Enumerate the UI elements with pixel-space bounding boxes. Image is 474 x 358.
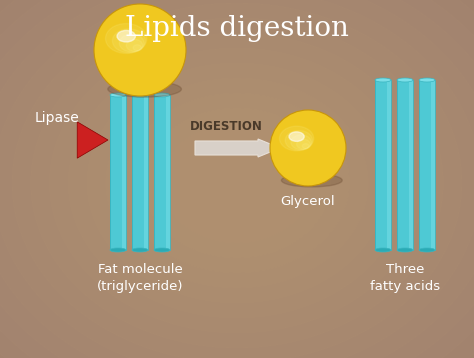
Ellipse shape bbox=[285, 131, 312, 150]
Ellipse shape bbox=[154, 248, 170, 252]
Ellipse shape bbox=[297, 139, 310, 149]
Text: Lipids digestion: Lipids digestion bbox=[125, 15, 349, 42]
Text: DIGESTION: DIGESTION bbox=[190, 120, 263, 132]
Ellipse shape bbox=[110, 93, 126, 97]
Bar bbox=[375, 80, 391, 250]
Bar bbox=[122, 95, 126, 250]
Polygon shape bbox=[77, 122, 108, 158]
Text: Lipase: Lipase bbox=[35, 111, 80, 125]
Ellipse shape bbox=[154, 93, 170, 97]
Ellipse shape bbox=[270, 110, 346, 186]
Ellipse shape bbox=[110, 248, 126, 252]
Ellipse shape bbox=[397, 78, 413, 82]
Ellipse shape bbox=[108, 81, 182, 97]
Ellipse shape bbox=[397, 248, 413, 252]
Bar bbox=[165, 95, 170, 250]
Ellipse shape bbox=[289, 132, 304, 141]
Ellipse shape bbox=[291, 135, 311, 150]
Text: Glycerol: Glycerol bbox=[281, 195, 335, 208]
Ellipse shape bbox=[119, 34, 144, 52]
Ellipse shape bbox=[132, 248, 148, 252]
Ellipse shape bbox=[375, 78, 391, 82]
Bar bbox=[430, 80, 435, 250]
Ellipse shape bbox=[126, 39, 143, 52]
Ellipse shape bbox=[280, 126, 314, 151]
Ellipse shape bbox=[117, 30, 136, 42]
Bar bbox=[409, 80, 413, 250]
Bar bbox=[397, 80, 400, 250]
Ellipse shape bbox=[375, 248, 391, 252]
Ellipse shape bbox=[282, 174, 342, 187]
Ellipse shape bbox=[112, 29, 146, 53]
Bar bbox=[144, 95, 148, 250]
Bar bbox=[387, 80, 391, 250]
Bar bbox=[154, 95, 170, 250]
Bar bbox=[375, 80, 378, 250]
Ellipse shape bbox=[106, 24, 147, 53]
Text: Three
fatty acids: Three fatty acids bbox=[370, 263, 440, 293]
Ellipse shape bbox=[419, 248, 435, 252]
Bar bbox=[110, 95, 126, 250]
Bar bbox=[132, 95, 148, 250]
Ellipse shape bbox=[132, 93, 148, 97]
Bar bbox=[419, 80, 422, 250]
Ellipse shape bbox=[133, 45, 141, 51]
Bar bbox=[154, 95, 157, 250]
Ellipse shape bbox=[94, 4, 186, 96]
Ellipse shape bbox=[302, 144, 309, 149]
Bar bbox=[397, 80, 413, 250]
Text: Fat molecule
(triglyceride): Fat molecule (triglyceride) bbox=[97, 263, 183, 293]
FancyArrow shape bbox=[195, 139, 280, 157]
Bar bbox=[132, 95, 135, 250]
Ellipse shape bbox=[419, 78, 435, 82]
Bar bbox=[110, 95, 113, 250]
Bar bbox=[419, 80, 435, 250]
